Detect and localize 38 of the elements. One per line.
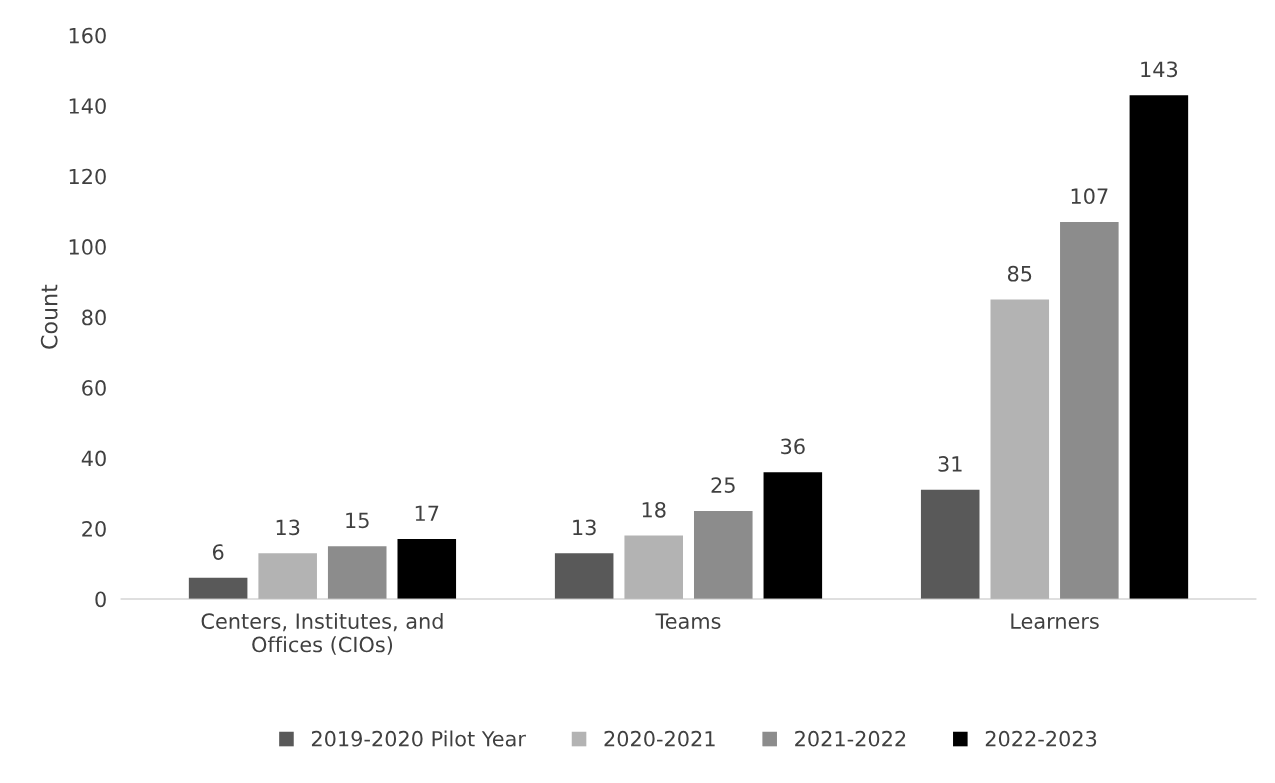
data-label: 143 (1141, 61, 1178, 78)
x-tick-label: Teams (655, 613, 721, 630)
bar (188, 577, 248, 599)
y-axis-title: Count (40, 284, 58, 349)
bar (327, 546, 387, 599)
y-tick-label: 60 (82, 380, 106, 396)
y-tick-label: 140 (69, 98, 106, 114)
x-tick-label: Centers, Institutes, and Offices (CIOs) (201, 612, 443, 655)
y-tick-label: 160 (69, 27, 106, 44)
bar (554, 553, 614, 599)
y-tick-label: 80 (82, 309, 106, 326)
y-tick-label: 20 (82, 520, 106, 537)
data-label: 17 (415, 505, 439, 521)
bar (763, 472, 823, 599)
bar (920, 489, 980, 599)
y-tick-label: 40 (81, 450, 106, 467)
data-label: 15 (346, 512, 369, 529)
legend-label: 2020-2021 (604, 730, 715, 747)
bar (397, 539, 457, 599)
data-label: 13 (276, 519, 300, 536)
data-label: 25 (711, 477, 735, 493)
y-tick-label: 100 (69, 239, 106, 255)
legend-label: 2019-2020 Pilot Year (311, 730, 526, 747)
bar (693, 510, 753, 599)
data-label: 36 (781, 438, 805, 455)
data-label: 107 (1071, 188, 1108, 205)
x-tick-label: Learners (1011, 613, 1099, 630)
legend-label: 2021-2022 (795, 730, 906, 747)
data-label: 6 (212, 544, 224, 560)
data-label: 18 (642, 501, 666, 518)
data-label: 13 (573, 519, 596, 536)
y-tick-label: 0 (95, 591, 106, 608)
data-label: 31 (938, 456, 962, 472)
y-tick-label: 120 (69, 168, 106, 185)
data-label: 85 (1007, 265, 1032, 282)
legend-label: 2022-2023 (985, 730, 1097, 747)
bar (1129, 95, 1189, 599)
bar (1060, 221, 1119, 599)
